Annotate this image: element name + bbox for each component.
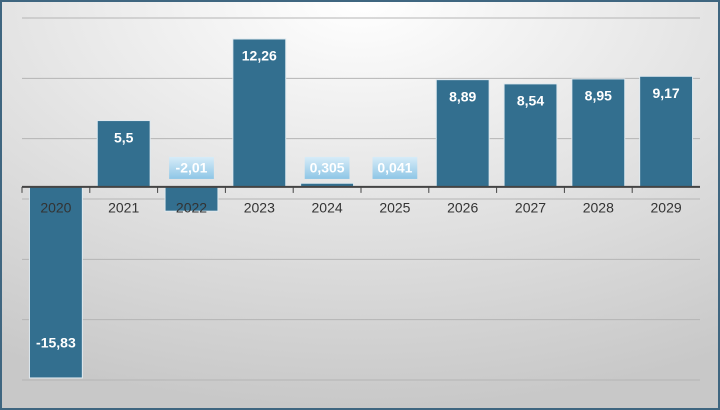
data-label: 0,305: [310, 160, 345, 176]
data-label: 12,26: [242, 48, 277, 64]
data-label: 9,17: [652, 85, 679, 101]
x-tick-label: 2026: [447, 200, 478, 216]
data-label: 0,041: [377, 160, 412, 176]
data-label: 5,5: [114, 129, 134, 145]
x-tick-label: 2024: [312, 200, 343, 216]
x-tick-label: 2028: [583, 200, 614, 216]
data-label: -15,83: [36, 335, 76, 351]
x-tick-label: 2023: [244, 200, 275, 216]
data-label: -2,01: [176, 160, 208, 176]
x-tick-label: 2022: [176, 200, 207, 216]
label-box: [169, 156, 214, 179]
data-label: 8,95: [585, 88, 612, 104]
x-tick-label: 2020: [40, 200, 71, 216]
bar: [164, 186, 219, 212]
x-tick-label: 2021: [108, 200, 139, 216]
label-box: [304, 156, 350, 179]
x-tick-label: 2029: [651, 200, 682, 216]
bar: [96, 120, 151, 188]
x-tick-label: 2025: [379, 200, 410, 216]
bar: [639, 75, 694, 188]
bar: [503, 83, 558, 188]
x-tick-label: 2027: [515, 200, 546, 216]
bar: [571, 78, 626, 188]
data-label: 8,89: [449, 88, 476, 104]
label-box: [372, 156, 418, 179]
data-label: 8,54: [517, 93, 544, 109]
bar: [28, 186, 83, 379]
bar: [435, 79, 490, 188]
